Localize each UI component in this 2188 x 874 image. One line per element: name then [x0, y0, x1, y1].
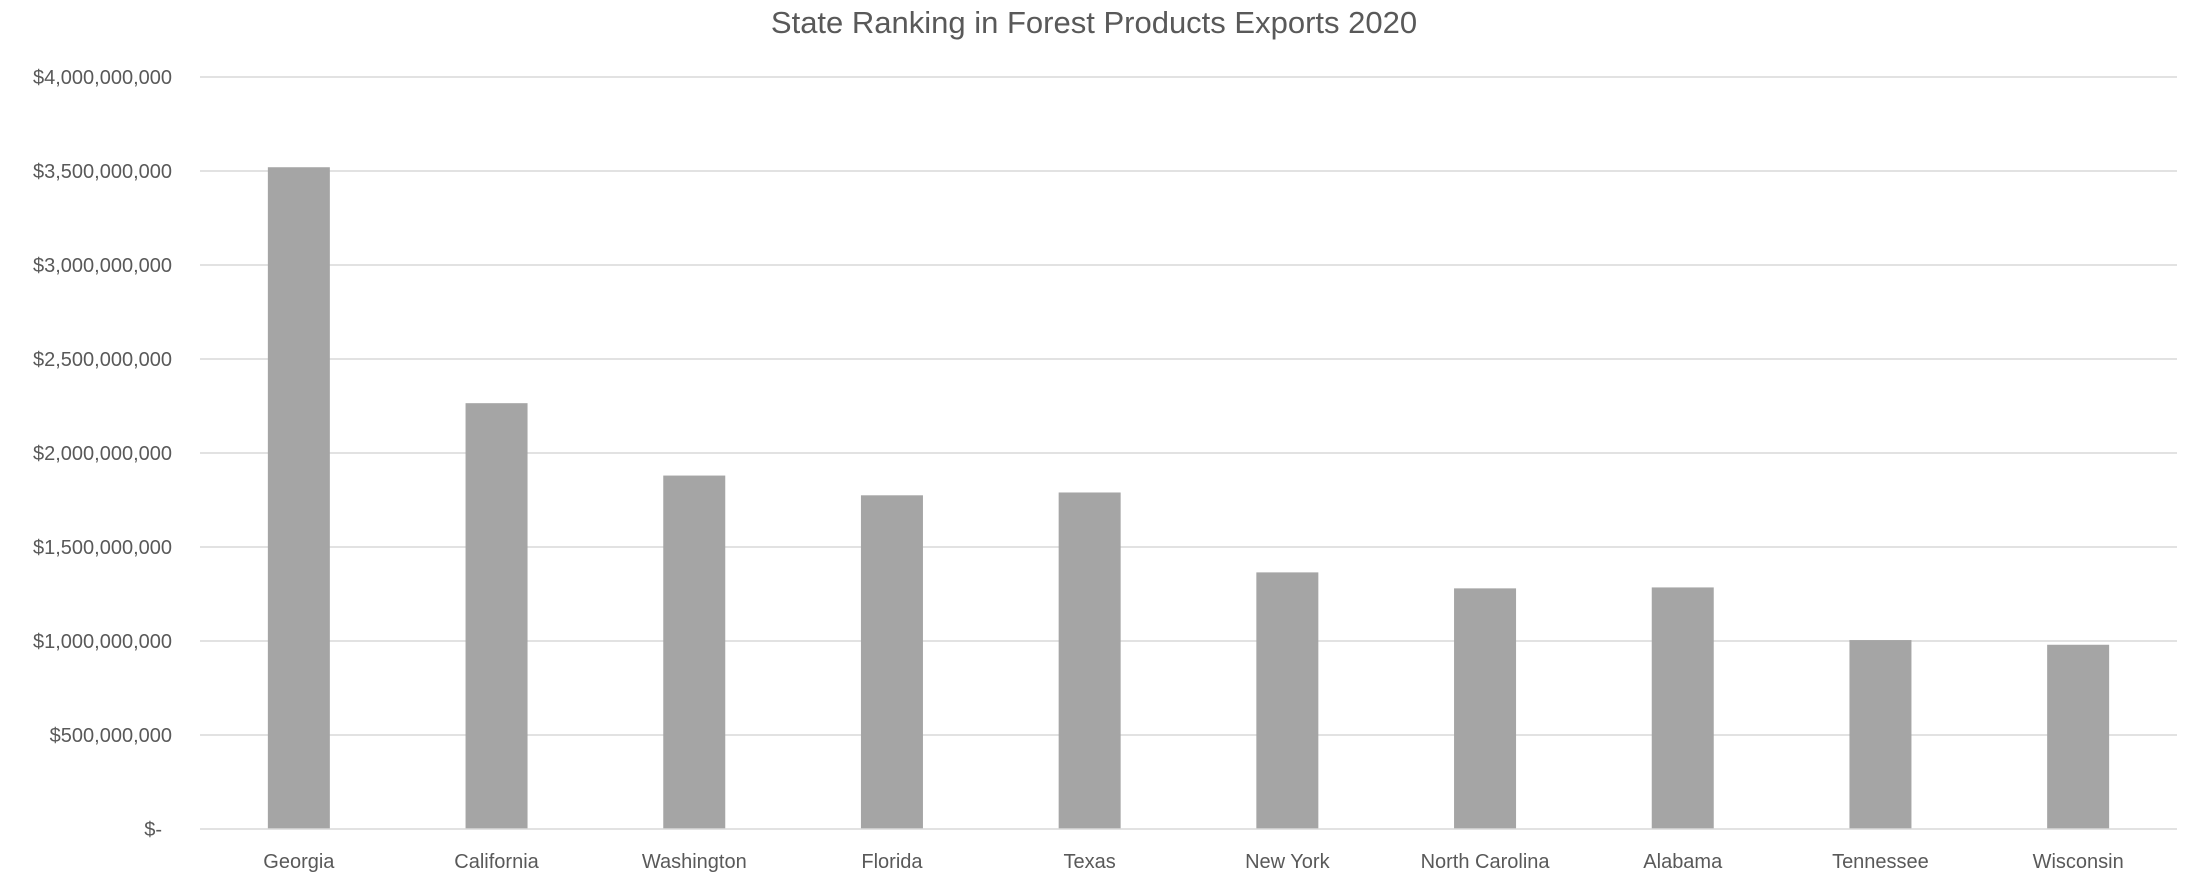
- x-tick-label: Florida: [861, 851, 923, 873]
- bar-california: [466, 403, 528, 829]
- chart-title: State Ranking in Forest Products Exports…: [771, 5, 1417, 40]
- bar-new-york: [1256, 572, 1318, 829]
- x-tick-label: California: [454, 851, 539, 873]
- bars: [268, 167, 2109, 829]
- x-axis-tick-labels: Georgia California Washington Florida Texas N…: [263, 851, 2123, 873]
- x-tick-label: Georgia: [263, 851, 335, 873]
- bar-north-carolina: [1454, 588, 1516, 829]
- y-tick-label: $3,500,000,000: [33, 161, 172, 183]
- x-tick-label: Texas: [1064, 851, 1116, 873]
- y-tick-label: $2,000,000,000: [33, 443, 172, 465]
- bar-tennessee: [1849, 640, 1911, 829]
- y-tick-label: $4,000,000,000: [33, 67, 172, 89]
- bar-texas: [1059, 492, 1121, 829]
- y-tick-label: $3,000,000,000: [33, 255, 172, 277]
- y-axis-tick-labels: $- $500,000,000 $1,000,000,000 $1,500,000,0…: [33, 67, 172, 841]
- y-tick-label: $500,000,000: [50, 725, 172, 747]
- y-tick-label: $1,000,000,000: [33, 631, 172, 653]
- bar-alabama: [1652, 587, 1714, 829]
- y-tick-label: $2,500,000,000: [33, 349, 172, 371]
- y-tick-label: $1,500,000,000: [33, 537, 172, 559]
- x-tick-label: Wisconsin: [2033, 851, 2124, 873]
- x-tick-label: North Carolina: [1421, 851, 1551, 873]
- bar-florida: [861, 495, 923, 829]
- y-tick-label: $-: [144, 819, 162, 841]
- x-tick-label: New York: [1245, 851, 1330, 873]
- x-tick-label: Washington: [642, 851, 747, 873]
- x-tick-label: Tennessee: [1832, 851, 1929, 873]
- bar-washington: [663, 476, 725, 829]
- bar-wisconsin: [2047, 645, 2109, 829]
- x-tick-label: Alabama: [1643, 851, 1723, 873]
- bar-georgia: [268, 167, 330, 829]
